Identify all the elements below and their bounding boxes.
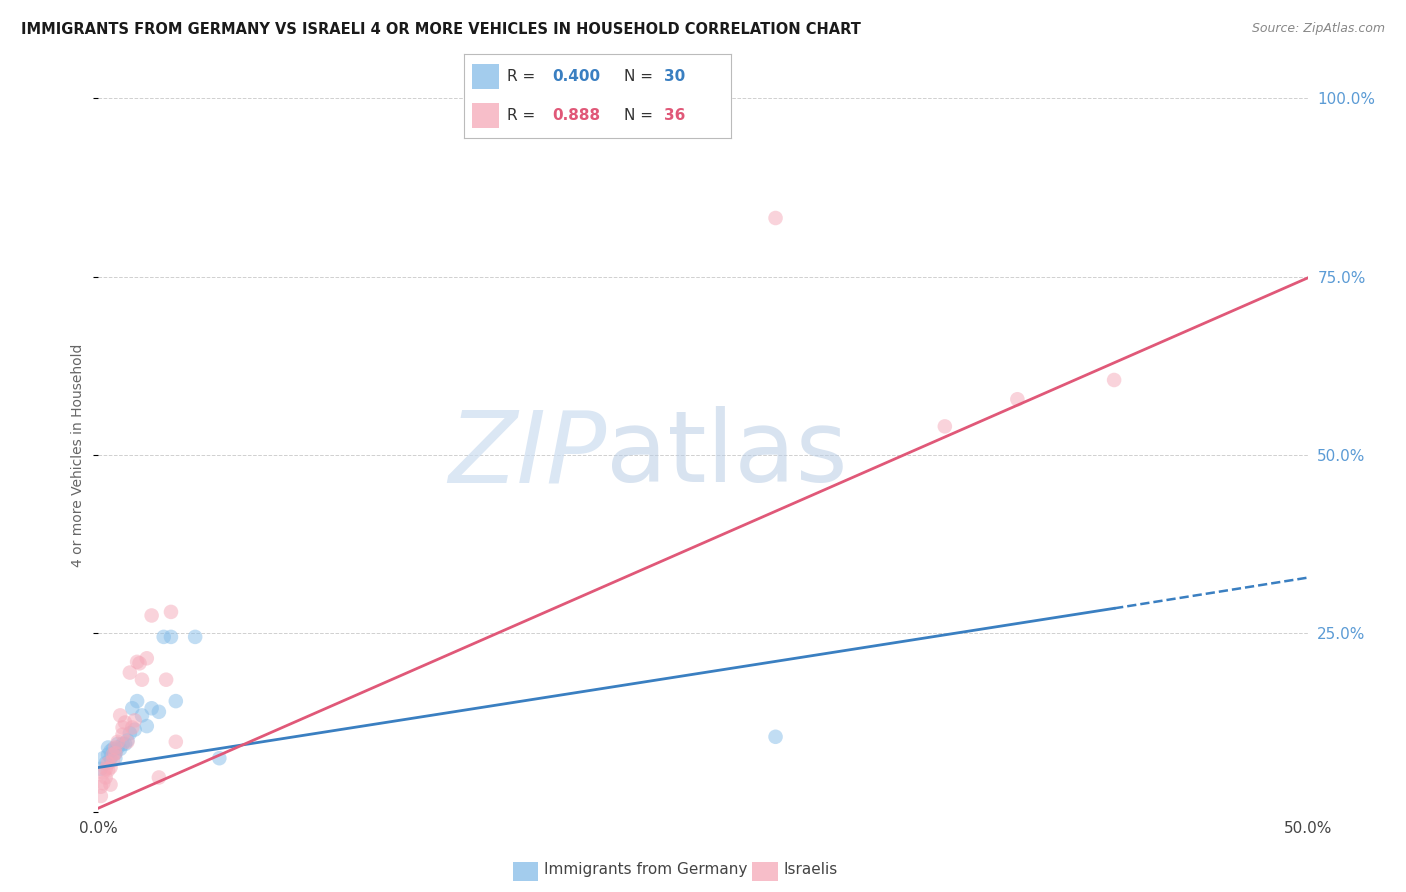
Point (127, 694, 149, 708)
Point (97, 764, 120, 778)
Y-axis label: 4 or more Vehicles in Household: 4 or more Vehicles in Household (72, 343, 86, 566)
Point (100, 744, 122, 758)
Point (165, 735, 187, 749)
Text: Source: ZipAtlas.com: Source: ZipAtlas.com (1251, 22, 1385, 36)
Point (131, 673, 153, 687)
Point (97, 756, 120, 771)
Point (152, 630, 174, 644)
Point (108, 708, 131, 723)
Text: N =: N = (624, 69, 658, 84)
Text: R =: R = (506, 69, 540, 84)
Text: R =: R = (506, 108, 540, 123)
Point (91, 751, 114, 765)
Point (135, 651, 157, 665)
Point (94, 756, 117, 771)
Point (90, 762, 112, 776)
Point (155, 673, 177, 687)
Point (934, 419, 956, 434)
Point (128, 657, 150, 671)
Point (141, 608, 163, 623)
Point (111, 728, 134, 742)
Text: 0.400: 0.400 (553, 69, 600, 84)
Point (97, 740, 120, 755)
Bar (472, 63, 499, 89)
Point (101, 747, 124, 762)
Point (1102, 373, 1125, 387)
Point (184, 630, 207, 644)
Point (90, 789, 112, 803)
Text: 30: 30 (665, 69, 686, 84)
Point (765, 730, 787, 744)
Text: 0.888: 0.888 (553, 108, 600, 123)
Point (124, 723, 146, 737)
Text: 36: 36 (665, 108, 686, 123)
Point (104, 740, 127, 755)
Point (104, 746, 127, 760)
Point (127, 655, 149, 669)
Point (121, 721, 143, 735)
Point (208, 751, 231, 765)
Point (91, 765, 114, 780)
Text: Israelis: Israelis (783, 863, 838, 877)
Point (160, 605, 183, 619)
Point (148, 771, 170, 785)
Point (160, 630, 183, 644)
Text: Immigrants from Germany: Immigrants from Germany (544, 863, 748, 877)
Point (94, 771, 117, 785)
Bar (472, 103, 499, 128)
Point (124, 714, 146, 728)
Point (107, 735, 129, 749)
Text: N =: N = (624, 108, 658, 123)
Point (97, 747, 120, 762)
Point (100, 760, 122, 774)
Point (91, 776, 114, 790)
Point (108, 742, 131, 756)
Point (121, 701, 143, 715)
Point (100, 778, 122, 792)
Point (107, 740, 129, 755)
Text: atlas: atlas (606, 407, 848, 503)
Point (107, 737, 129, 751)
Point (118, 665, 141, 680)
Point (765, 211, 787, 225)
Point (111, 737, 134, 751)
Point (104, 746, 127, 760)
Point (1007, 392, 1029, 407)
Text: ZIP: ZIP (449, 407, 606, 503)
Point (118, 726, 141, 740)
Point (100, 751, 122, 765)
Point (117, 733, 139, 747)
Text: IMMIGRANTS FROM GERMANY VS ISRAELI 4 OR MORE VEHICLES IN HOUSEHOLD CORRELATION C: IMMIGRANTS FROM GERMANY VS ISRAELI 4 OR … (21, 22, 860, 37)
Point (117, 735, 139, 749)
Point (114, 737, 136, 751)
Point (141, 701, 163, 715)
Point (101, 742, 124, 756)
Point (135, 719, 157, 733)
Point (104, 751, 127, 765)
Point (111, 721, 134, 735)
Point (114, 715, 136, 730)
Point (90, 780, 112, 794)
Point (165, 694, 187, 708)
Point (94, 762, 117, 776)
Point (148, 705, 170, 719)
Point (131, 708, 153, 723)
Point (101, 753, 124, 767)
